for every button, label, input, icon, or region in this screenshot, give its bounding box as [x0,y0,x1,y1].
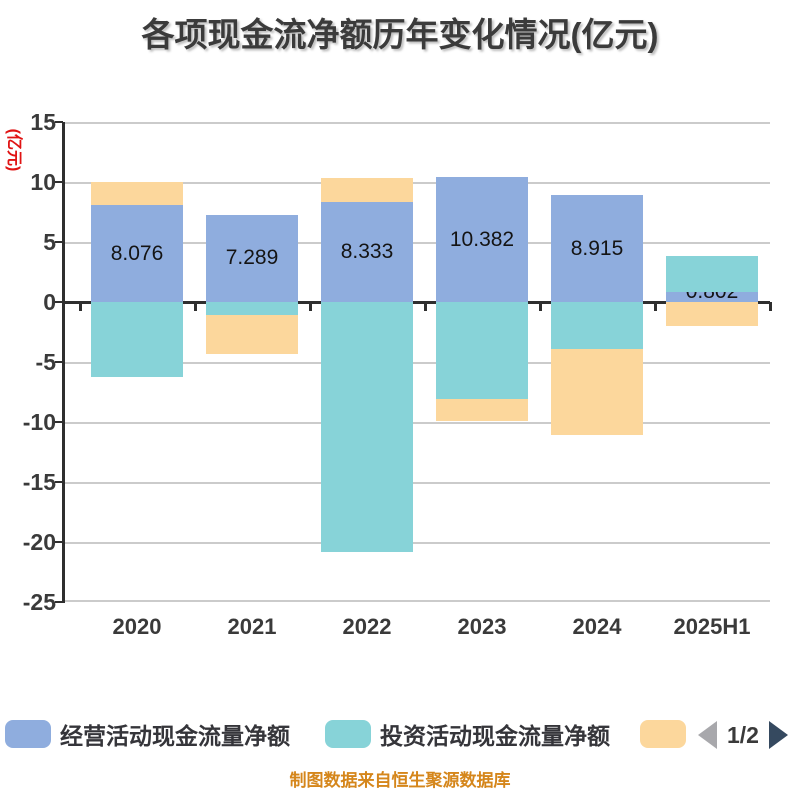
x-axis-boundary-tick [193,302,197,311]
bar-value-label-2024: 8.915 [570,236,624,260]
bar-segment-series0-2025H1: 0.802 [666,292,758,302]
x-axis-boundary-tick [768,302,772,311]
y-tick-label--25: -25 [22,589,56,615]
legend-swatch-operating-icon [5,720,51,748]
legend-swatch-third-icon [640,720,686,748]
x-tick-label-2022: 2022 [342,614,392,639]
legend-pagination: 1/2 [698,720,788,750]
x-tick-label-2020: 2020 [112,614,162,639]
legend-page-indicator: 1/2 [727,721,759,748]
x-tick-label-2024: 2024 [572,614,622,639]
y-tick-label-5: 5 [43,229,56,255]
y-axis-tick-5 [55,241,63,243]
gridline--25 [65,600,770,602]
zero-axis-line [65,301,770,304]
bar-segment-series2-2021 [206,315,298,355]
x-axis-boundary-tick [308,302,312,311]
legend-item-operating: 经营活动现金流量净额 [5,718,290,750]
y-tick-label--10: -10 [22,409,56,435]
bar-value-label-2025H1: 0.802 [666,292,758,302]
legend-item-investing: 投资活动现金流量净额 [325,718,610,750]
y-tick-label--20: -20 [22,529,56,555]
bar-segment-series0-2020: 8.076 [91,205,183,302]
legend-next-page-arrow-icon[interactable] [768,721,788,749]
legend-swatch-investing-icon [325,720,371,748]
y-axis-tick-0 [55,301,63,303]
bar-segment-series0-2023: 10.382 [436,177,528,302]
bar-segment-series2-2020 [91,181,183,206]
bar-segment-series1-2021 [206,302,298,316]
gridline-5 [65,242,770,244]
bar-segment-series2-2023 [436,398,528,421]
bar-segment-series2-2025H1 [666,302,758,326]
y-axis-tick--10 [55,421,63,423]
plot-area: 8.076 7.289 8.333 10.382 8.915 0.802 [65,122,772,602]
gridline--5 [65,362,770,364]
x-axis-boundary-tick [538,302,542,311]
x-tick-label-2023: 2023 [457,614,507,639]
y-tick-label-15: 15 [30,109,56,135]
bar-segment-series1-2025H1 [666,255,758,293]
gridline-15 [65,122,770,124]
y-tick-label-0: 0 [43,289,56,315]
bar-segment-series0-2021: 7.289 [206,214,298,302]
bar-value-label-2023: 10.382 [449,227,515,251]
y-axis-tick-10 [55,181,63,183]
legend-prev-page-arrow-icon[interactable] [698,721,717,749]
bar-value-label-2022: 8.333 [340,239,394,263]
bar-value-label-2021: 7.289 [225,246,279,270]
y-axis-tick--15 [55,481,63,483]
gridline-10 [65,182,770,184]
y-axis-spine [62,122,65,603]
y-tick-label-10: 10 [30,169,56,195]
gridline--20 [65,542,770,544]
x-axis-boundary-tick [423,302,427,311]
y-axis-tick-15 [55,121,63,123]
y-axis-tick--5 [55,361,63,363]
bar-segment-series1-2024 [551,302,643,349]
bar-segment-series2-2024 [551,348,643,436]
x-axis-boundary-tick [653,302,657,311]
x-tick-label-2021: 2021 [227,614,277,639]
bar-segment-series1-2023 [436,302,528,399]
bar-segment-series1-2020 [91,302,183,377]
gridline--10 [65,422,770,424]
y-axis-tick--25 [55,601,63,603]
x-axis-boundary-tick [78,302,82,311]
legend-label-investing: 投资活动现金流量净额 [380,723,610,749]
bar-value-label-2020: 8.076 [110,241,164,265]
x-tick-label-2025H1: 2025H1 [673,614,751,639]
gridline--15 [65,482,770,484]
legend-label-operating: 经营活动现金流量净额 [60,723,290,749]
y-tick-label--15: -15 [22,469,56,495]
bar-segment-series0-2022: 8.333 [321,202,413,302]
data-source-caption: 制图数据来自恒生聚源数据库 [289,771,511,790]
chart-title: 各项现金流净额历年变化情况(亿元) [141,16,659,53]
bar-segment-series2-2022 [321,177,413,202]
y-axis-tick--20 [55,541,63,543]
bar-segment-series1-2022 [321,302,413,552]
y-tick-label--5: -5 [35,349,56,375]
bar-segment-series0-2024: 8.915 [551,195,643,302]
legend-item-third [640,718,695,750]
